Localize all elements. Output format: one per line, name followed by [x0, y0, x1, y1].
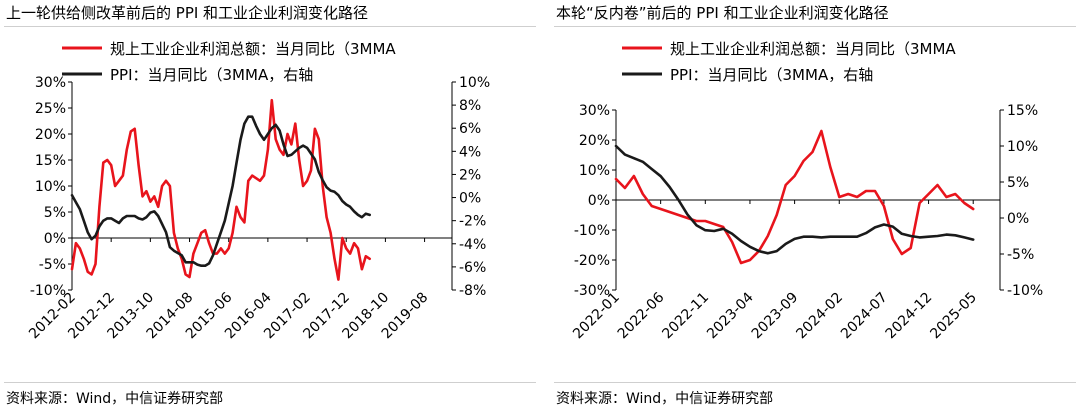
left-tick-label: 10% [579, 163, 610, 179]
left-tick-label: 25% [35, 101, 66, 117]
right-tick-label: -2% [459, 214, 486, 230]
right-tick-label: -10% [1007, 283, 1043, 299]
source-divider [4, 382, 536, 383]
right-tick-label: 0% [1007, 211, 1029, 227]
left-tick-label: -20% [574, 253, 610, 269]
chart-panel-supply-side: 上一轮供给侧改革前后的 PPI 和工业企业利润变化路径 -10% -5% 0% 5% 1… [4, 4, 536, 407]
right-tick-label: 15% [1007, 103, 1038, 119]
left-tick-label: 0% [44, 231, 66, 247]
right-tick-label: 10% [459, 75, 490, 91]
right-tick-label: 5% [1007, 175, 1029, 191]
right-tick-label: 4% [459, 144, 481, 160]
right-tick-label: -6% [459, 260, 486, 276]
right-tick-label: 6% [459, 121, 481, 137]
x-tick-label: 2023-04 [704, 289, 757, 342]
left-tick-label: 20% [579, 133, 610, 149]
x-tick-label: 2024-02 [793, 290, 846, 343]
source-divider [554, 382, 1076, 383]
title-divider [554, 26, 1076, 27]
left-tick-label: 0% [588, 193, 610, 209]
ppi-series-line [614, 144, 975, 255]
right-tick-label: 8% [459, 98, 481, 114]
ppi-series-line [70, 115, 372, 268]
x-tick-label: 2022-11 [659, 290, 712, 343]
left-tick-label: 30% [35, 75, 66, 91]
right-tick-label: -4% [459, 237, 486, 253]
left-tick-label: 30% [579, 103, 610, 119]
right-tick-label: -5% [1007, 247, 1034, 263]
source-note: 资料来源：Wind，中信证券研究部 [6, 391, 224, 407]
title-divider [4, 26, 536, 27]
profit-series-line [614, 129, 975, 265]
left-tick-label: -5% [39, 257, 66, 273]
left-tick-label: 20% [35, 127, 66, 143]
left-tick-label: 5% [44, 205, 66, 221]
line-chart-supply-side: -10% -5% 0% 5% 10% 15% 20% 25% 30% -8% -6% -4% -2% 0%… [26, 40, 490, 342]
legend-label: PPI：当月同比（3MMA，右轴 [110, 66, 313, 84]
x-tick-label: 2024-07 [838, 290, 891, 343]
x-tick-label: 2025-05 [927, 290, 980, 343]
chart-title: 上一轮供给侧改革前后的 PPI 和工业企业利润变化路径 [6, 4, 369, 22]
legend-label: PPI：当月同比（3MMA，右轴 [670, 66, 873, 84]
left-tick-label: 15% [35, 153, 66, 169]
line-chart-anti-involution: -30% -20% -10% 0% 10% 20% 30% -10% -5% 0% 5% 10% 15%… [570, 40, 1043, 343]
left-tick-label: -10% [30, 283, 66, 299]
right-tick-label: 10% [1007, 139, 1038, 155]
left-tick-label: -30% [574, 283, 610, 299]
x-tick-label: 2024-12 [883, 290, 936, 343]
legend-label: 规上工业企业利润总额：当月同比（3MMA [110, 40, 396, 58]
x-tick-label: 2022-06 [615, 289, 668, 342]
profit-series-line [70, 98, 372, 281]
right-tick-label: 2% [459, 167, 481, 183]
chart-panel-anti-involution: 本轮“反内卷”前后的 PPI 和工业企业利润变化路径 -30% -20% -10% 0… [550, 0, 1080, 411]
legend-label: 规上工业企业利润总额：当月同比（3MMA [670, 40, 956, 58]
x-tick-label: 2023-09 [749, 290, 802, 343]
chart-title: 本轮“反内卷”前后的 PPI 和工业企业利润变化路径 [556, 4, 889, 22]
left-tick-label: 10% [35, 179, 66, 195]
right-tick-label: -8% [459, 283, 486, 299]
right-tick-label: 0% [459, 191, 481, 207]
left-tick-label: -10% [574, 223, 610, 239]
source-note: 资料来源：Wind，中信证券研究部 [556, 391, 774, 407]
